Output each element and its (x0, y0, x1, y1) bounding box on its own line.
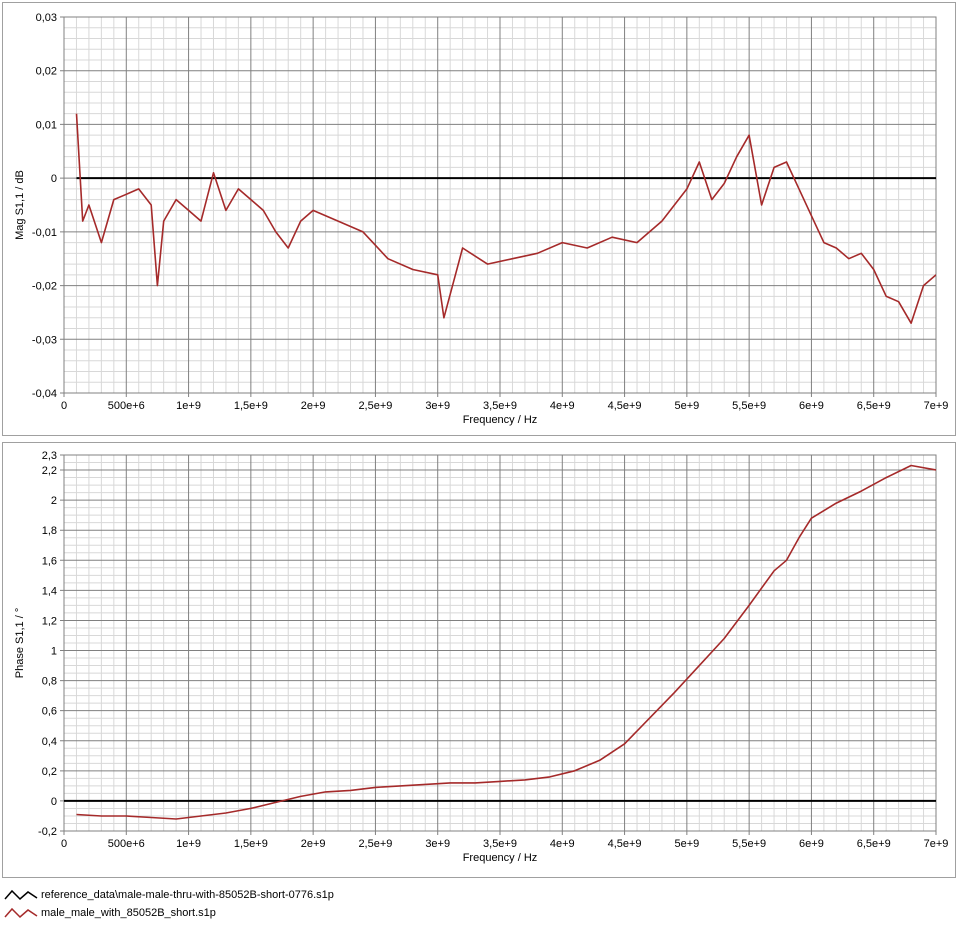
mag-x-tick-label: 0 (61, 400, 67, 412)
phase-plot-frame (63, 454, 937, 832)
mag-x-tick-label: 2,5e+9 (358, 400, 392, 412)
phase-x-tick-label: 4,5e+9 (608, 838, 642, 850)
phase-x-tick-label: 3,5e+9 (483, 838, 517, 850)
mag-x-tick-label: 5,5e+9 (732, 400, 766, 412)
magnitude-chart-panel: 0 500e+6 1e+9 1,5e+9 2e+9 2,5e+9 3e+9 3,5e+9 4e+… (2, 2, 956, 436)
phase-y-tick-label: 1,2 (42, 615, 57, 627)
phase-x-tick-label: 6,5e+9 (857, 838, 891, 850)
mag-plot-frame (63, 16, 937, 394)
mag-x-tick-label: 5e+9 (674, 400, 699, 412)
phase-x-tick-label: 2e+9 (301, 838, 326, 850)
mag-x-tick-label: 4,5e+9 (608, 400, 642, 412)
phase-y-tick-label: 0,4 (42, 736, 57, 748)
mag-x-tick-label: 500e+6 (108, 400, 145, 412)
mag-y-tick-label: 0,02 (36, 66, 57, 78)
phase-y-tick-label: 1 (51, 646, 57, 658)
phase-y-tick-label: 0,6 (42, 706, 57, 718)
phase-chart-panel: 0 500e+6 1e+9 1,5e+9 2e+9 2,5e+9 3e+9 3,5e+9 4e+… (2, 442, 956, 878)
phase-x-tick-label: 2,5e+9 (358, 838, 392, 850)
phase-y-tick-label: -0,2 (38, 826, 57, 838)
phase-y-tick-label: 1,6 (42, 555, 57, 567)
mag-x-tick-label: 2e+9 (301, 400, 326, 412)
legend-swatch-reference (4, 889, 38, 901)
mag-x-tick-label: 6e+9 (799, 400, 824, 412)
legend-label-measured: male_male_with_85052B_short.s1p (41, 907, 216, 919)
phase-x-axis-label: Frequency / Hz (463, 852, 538, 864)
mag-x-tick-label: 1,5e+9 (234, 400, 268, 412)
phase-y-tick-label: 0,8 (42, 676, 57, 688)
mag-y-tick-label: -0,03 (32, 334, 57, 346)
mag-x-tick-label: 1e+9 (176, 400, 201, 412)
magnitude-chart: 0 500e+6 1e+9 1,5e+9 2e+9 2,5e+9 3e+9 3,5e+9 4e+… (14, 12, 949, 426)
phase-x-tick-label: 1e+9 (176, 838, 201, 850)
mag-y-tick-label: 0 (51, 173, 57, 185)
legend-item-reference[interactable]: reference_data\male-male-thru-with-85052… (4, 886, 604, 904)
mag-x-tick-label: 4e+9 (550, 400, 575, 412)
mag-x-tick-label: 3,5e+9 (483, 400, 517, 412)
phase-y-tick-label: 1,8 (42, 525, 57, 537)
mag-y-tick-label: -0,04 (32, 388, 57, 400)
mag-measured-series-line (75, 113, 936, 325)
phase-x-tick-label: 7e+9 (924, 838, 949, 850)
phase-measured-series-line (76, 464, 936, 820)
mag-y-axis-label: Mag S1,1 / dB (14, 170, 26, 240)
phase-y-axis-label: Phase S1,1 / ° (14, 608, 26, 678)
phase-x-tick-label: 4e+9 (550, 838, 575, 850)
legend-swatch-measured (4, 907, 38, 919)
phase-y-tick-label: 2,3 (42, 450, 57, 462)
phase-chart: 0 500e+6 1e+9 1,5e+9 2e+9 2,5e+9 3e+9 3,5e+9 4e+… (14, 450, 949, 864)
phase-x-tick-label: 1,5e+9 (234, 838, 268, 850)
mag-y-tick-label: -0,01 (32, 227, 57, 239)
phase-y-tick-label: 2 (51, 495, 57, 507)
mag-x-tick-label: 3e+9 (425, 400, 450, 412)
mag-x-tick-label: 6,5e+9 (857, 400, 891, 412)
mag-y-tick-label: -0,02 (32, 281, 57, 293)
phase-y-tick-label: 2,2 (42, 465, 57, 477)
phase-x-tick-label: 5,5e+9 (732, 838, 766, 850)
phase-x-tick-label: 500e+6 (108, 838, 145, 850)
phase-y-tick-label: 1,4 (42, 585, 57, 597)
phase-x-tick-label: 3e+9 (425, 838, 450, 850)
phase-y-tick-label: 0,2 (42, 766, 57, 778)
legend-item-measured[interactable]: male_male_with_85052B_short.s1p (4, 904, 604, 922)
legend: reference_data\male-male-thru-with-85052… (4, 886, 604, 922)
mag-y-tick-label: 0,01 (36, 119, 57, 131)
phase-x-tick-label: 6e+9 (799, 838, 824, 850)
mag-y-tick-label: 0,03 (36, 12, 57, 24)
mag-x-tick-label: 7e+9 (924, 400, 949, 412)
mag-x-axis-label: Frequency / Hz (463, 414, 538, 426)
phase-x-tick-label: 0 (61, 838, 67, 850)
legend-label-reference: reference_data\male-male-thru-with-85052… (41, 889, 334, 901)
phase-y-tick-label: 0 (51, 796, 57, 808)
phase-x-tick-label: 5e+9 (674, 838, 699, 850)
